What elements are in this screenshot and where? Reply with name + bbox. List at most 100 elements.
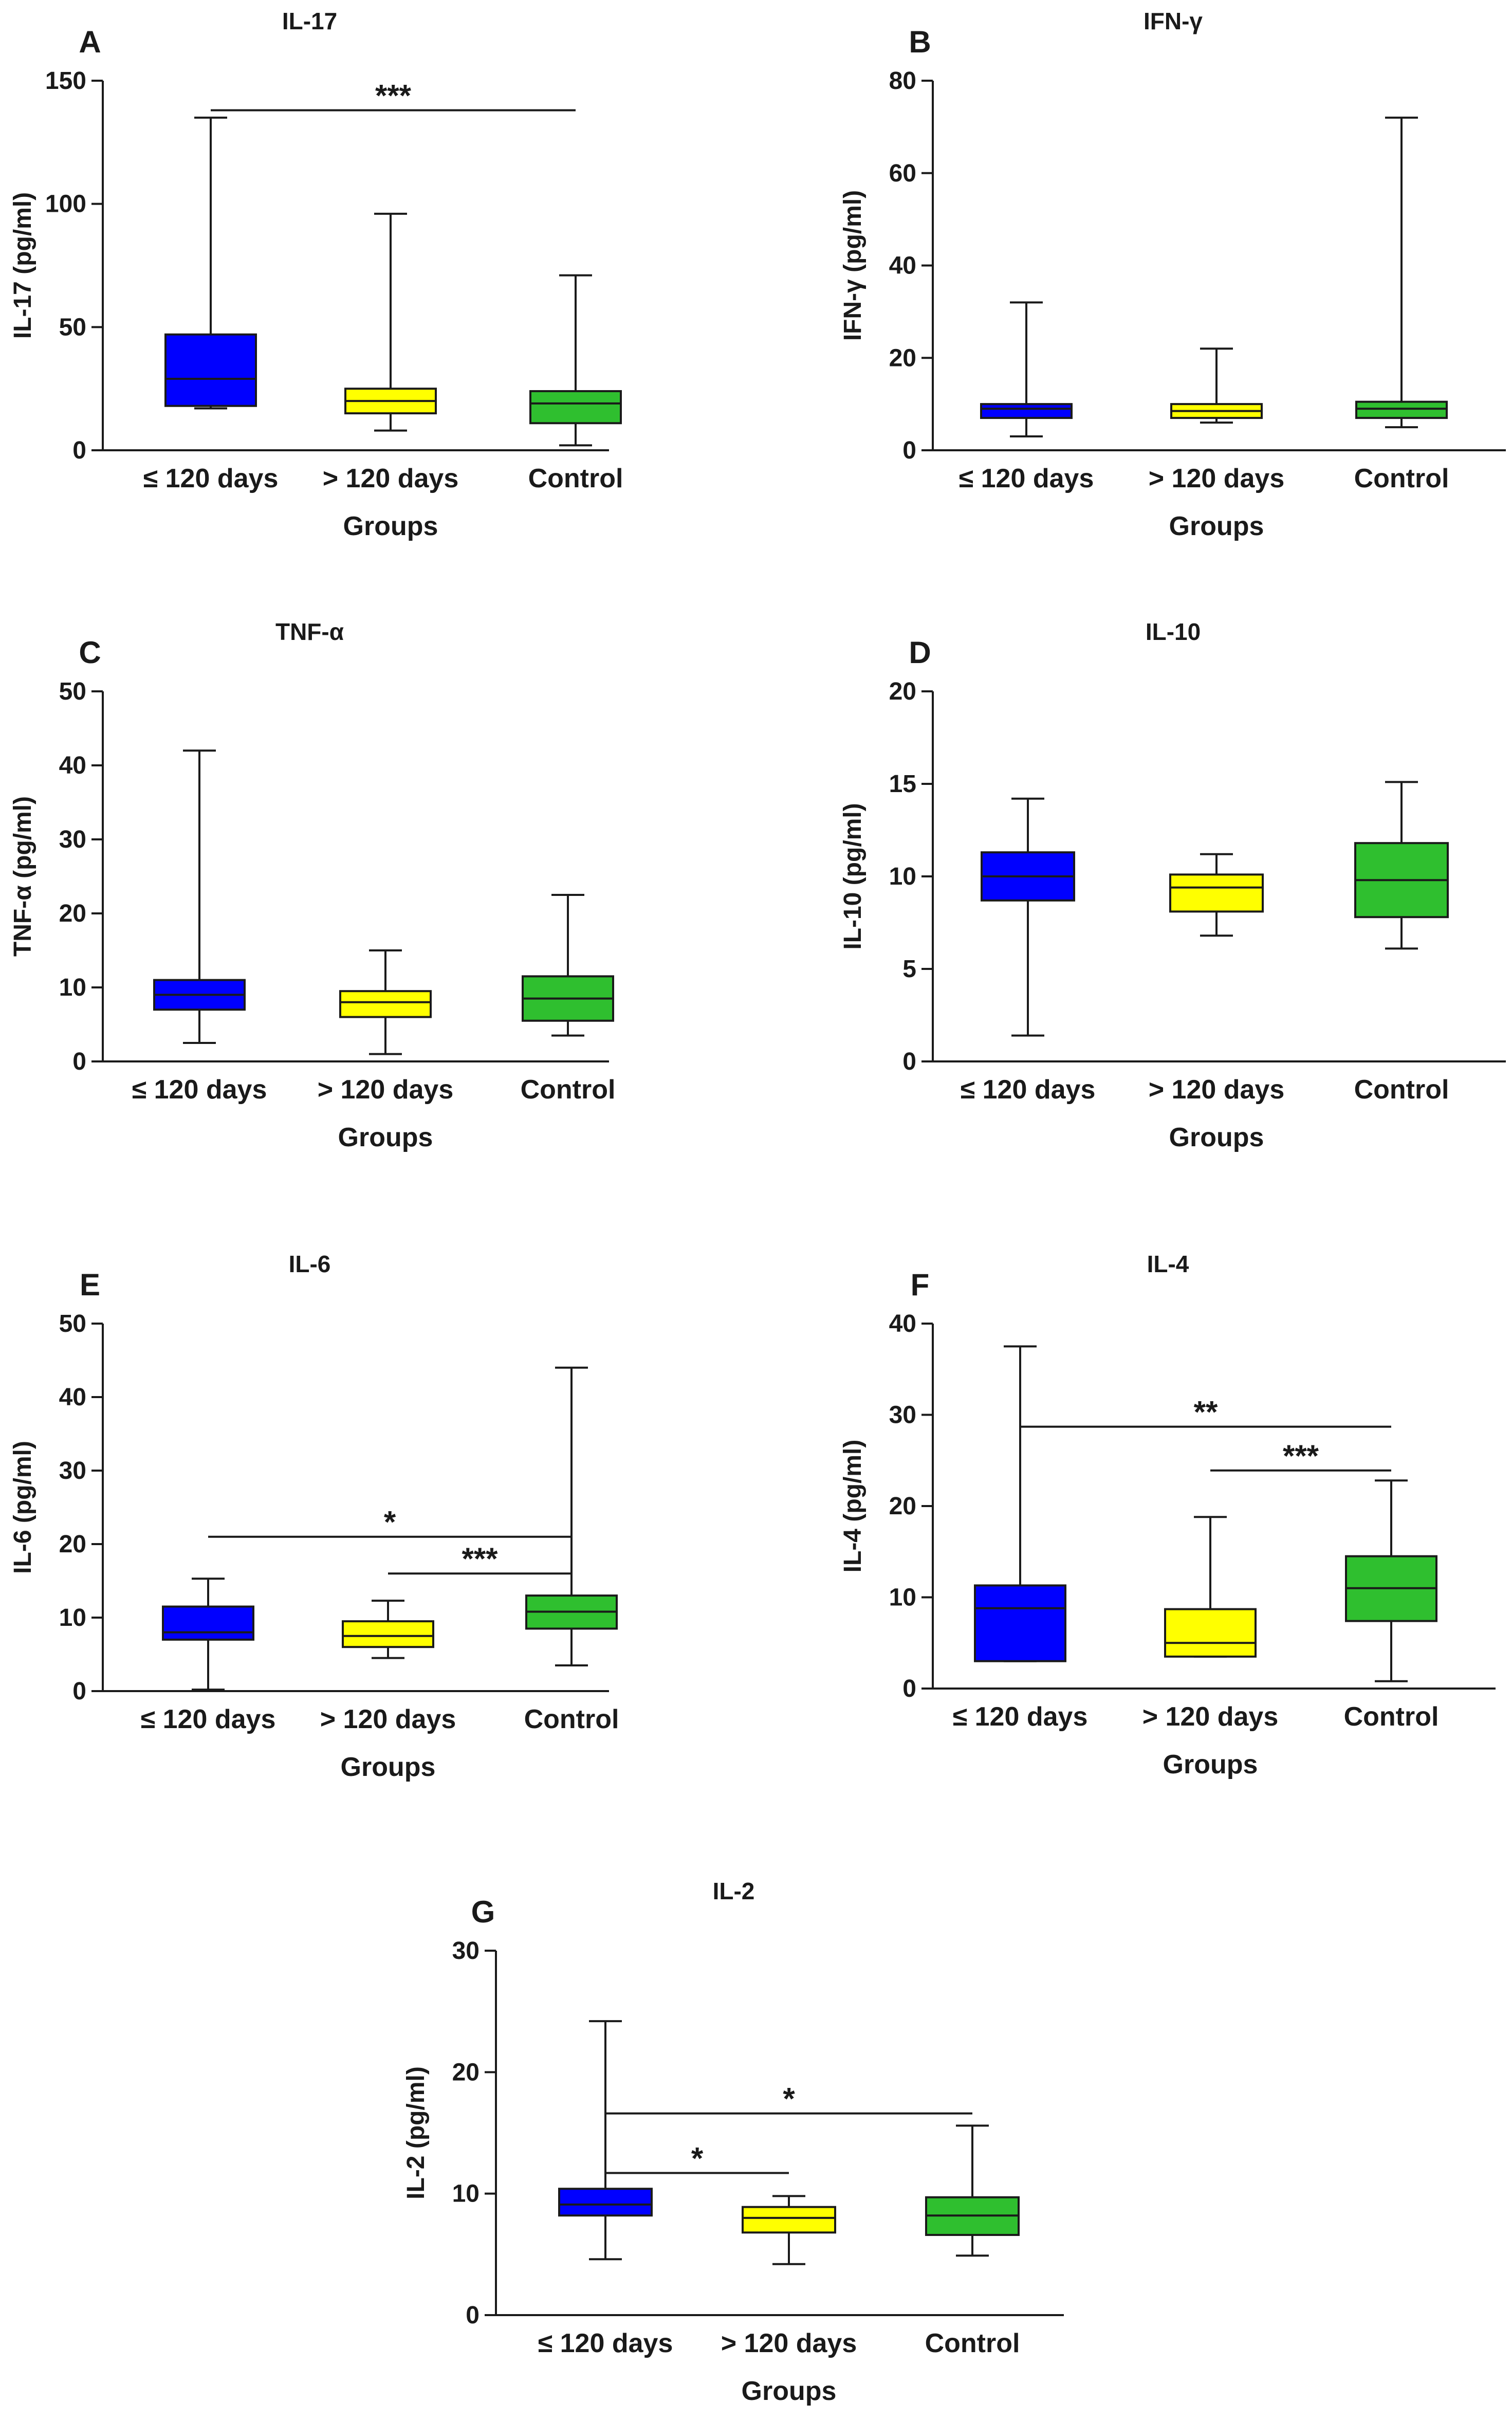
panel-f-title: IL-4: [1147, 1251, 1189, 1277]
panel-f-category-label: Control: [1344, 1702, 1439, 1732]
panel-e-significance-label: ***: [462, 1542, 498, 1576]
panel-c-box-gt120: [339, 990, 432, 1018]
panel-f-y-axis-label: IL-4 (pg/ml): [839, 1440, 866, 1573]
panel-c-letter: C: [79, 635, 101, 670]
panel-c-y-tick-label: 30: [59, 826, 86, 853]
panel-b-title: IFN-γ: [1144, 8, 1203, 34]
panel-a-letter: A: [79, 25, 101, 59]
panel-a-y-tick-label: 50: [59, 314, 86, 341]
panel-c-y-tick-label: 20: [59, 900, 86, 927]
panel-f-y-tick-label: 20: [889, 1493, 916, 1520]
panel-d-category-label: Control: [1354, 1075, 1449, 1105]
panel-f-box-gt120: [1164, 1608, 1257, 1658]
panel-b-category-label: ≤ 120 days: [959, 464, 1094, 493]
panel-e-category-label: Control: [524, 1704, 619, 1734]
panel-f-category-label: > 120 days: [1142, 1702, 1279, 1732]
panel-d-y-tick-label: 20: [889, 678, 916, 705]
panel-g-category-label: ≤ 120 days: [538, 2328, 673, 2358]
panel-a-y-tick-label: 0: [72, 437, 86, 464]
panel-c-title: TNF-α: [275, 618, 344, 645]
panel-d-x-axis-label: Groups: [1169, 1123, 1264, 1152]
panel-d-y-tick-label: 5: [902, 956, 916, 983]
panel-e-x-axis-label: Groups: [341, 1752, 436, 1782]
panel-e-y-tick-label: 0: [72, 1678, 86, 1705]
panel-g-letter: G: [471, 1895, 495, 1929]
panel-e-y-axis-label: IL-6 (pg/ml): [9, 1441, 36, 1574]
panel-c-y-tick-label: 0: [72, 1048, 86, 1075]
panel-f-y-tick-label: 30: [889, 1402, 916, 1429]
panel-d-y-tick-label: 15: [889, 771, 916, 798]
panel-e-y-tick-label: 30: [59, 1457, 86, 1484]
panel-d-box-gt120: [1169, 873, 1264, 913]
panel-d-title: IL-10: [1146, 618, 1201, 645]
panel-f-y-tick-label: 10: [889, 1584, 916, 1611]
panel-f-letter: F: [911, 1268, 930, 1302]
panel-d-y-tick-label: 0: [902, 1048, 916, 1075]
panel-c-y-axis-label: TNF-α (pg/ml): [9, 796, 36, 957]
panel-c-y-tick-label: 40: [59, 752, 86, 779]
panel-g-y-tick-label: 0: [466, 2302, 480, 2329]
panel-a-x-axis-label: Groups: [343, 511, 438, 541]
panel-a-category-label: ≤ 120 days: [143, 464, 279, 493]
panel-a-category-label: > 120 days: [323, 464, 459, 493]
panel-c-x-axis-label: Groups: [338, 1123, 433, 1152]
panel-e-y-tick-label: 20: [59, 1531, 86, 1558]
panel-b-letter: B: [909, 25, 931, 59]
panel-a-significance-label: ***: [375, 79, 412, 113]
panel-g-category-label: > 120 days: [721, 2328, 857, 2358]
panel-d-letter: D: [909, 635, 931, 670]
panel-b-y-tick-label: 40: [889, 252, 916, 280]
panel-e-significance-label: *: [384, 1505, 396, 1539]
panel-b-category-label: > 120 days: [1149, 464, 1285, 493]
panel-a-title: IL-17: [282, 8, 337, 34]
panel-e-box-le120: [162, 1605, 254, 1641]
panel-g-y-tick-label: 10: [452, 2180, 480, 2208]
panel-a-y-tick-label: 150: [45, 67, 86, 95]
panel-c-y-tick-label: 50: [59, 678, 86, 705]
panel-g-significance-label: *: [691, 2141, 704, 2175]
panel-g-significance-label: *: [783, 2082, 795, 2116]
panel-c-category-label: Control: [521, 1075, 616, 1105]
panel-g-category-label: Control: [925, 2328, 1020, 2358]
panel-e-box-gt120: [342, 1620, 434, 1648]
panel-e-y-tick-label: 40: [59, 1384, 86, 1411]
panel-a-category-label: Control: [528, 464, 623, 493]
panel-c-category-label: ≤ 120 days: [132, 1075, 267, 1105]
panel-b-category-label: Control: [1354, 464, 1449, 493]
panel-e-letter: E: [80, 1268, 100, 1302]
panel-g-box-le120: [558, 2188, 653, 2217]
panel-b-y-tick-label: 60: [889, 160, 916, 187]
panel-e-y-tick-label: 10: [59, 1604, 86, 1631]
panel-b-box-le120: [980, 403, 1073, 419]
panel-g-x-axis-label: Groups: [742, 2376, 837, 2406]
panel-b-y-tick-label: 80: [889, 67, 916, 95]
panel-c-category-label: > 120 days: [318, 1075, 454, 1105]
panel-f-significance-label: ***: [1283, 1439, 1319, 1473]
panel-f-box-le120: [974, 1584, 1066, 1662]
panel-b-y-tick-label: 20: [889, 344, 916, 372]
panel-g-box-gt120: [742, 2206, 836, 2234]
panel-a-y-axis-label: IL-17 (pg/ml): [9, 192, 36, 339]
panel-b-y-tick-label: 0: [902, 437, 916, 464]
panel-d-y-axis-label: IL-10 (pg/ml): [839, 803, 866, 949]
panel-a-box-control: [529, 390, 622, 425]
panel-c-y-tick-label: 10: [59, 974, 86, 1001]
panel-b-x-axis-label: Groups: [1169, 511, 1264, 541]
panel-a-y-tick-label: 100: [45, 191, 86, 218]
panel-d-y-tick-label: 10: [889, 863, 916, 890]
panel-f-y-tick-label: 40: [889, 1310, 916, 1337]
panel-b-box-control: [1355, 400, 1448, 419]
panel-b-y-axis-label: IFN-γ (pg/ml): [839, 190, 866, 341]
panel-e-title: IL-6: [289, 1251, 331, 1277]
panel-f-category-label: ≤ 120 days: [953, 1702, 1088, 1732]
panel-e-category-label: > 120 days: [320, 1704, 456, 1734]
panel-e-y-tick-label: 50: [59, 1310, 86, 1337]
panel-f-x-axis-label: Groups: [1163, 1750, 1258, 1780]
panel-a-box-le120: [164, 333, 257, 407]
panel-d-category-label: ≤ 120 days: [961, 1075, 1096, 1105]
panel-f-significance-label: **: [1194, 1395, 1218, 1429]
panel-g-y-axis-label: IL-2 (pg/ml): [402, 2066, 430, 2199]
panel-f-y-tick-label: 0: [902, 1675, 916, 1702]
panel-g-y-tick-label: 30: [452, 1937, 480, 1965]
